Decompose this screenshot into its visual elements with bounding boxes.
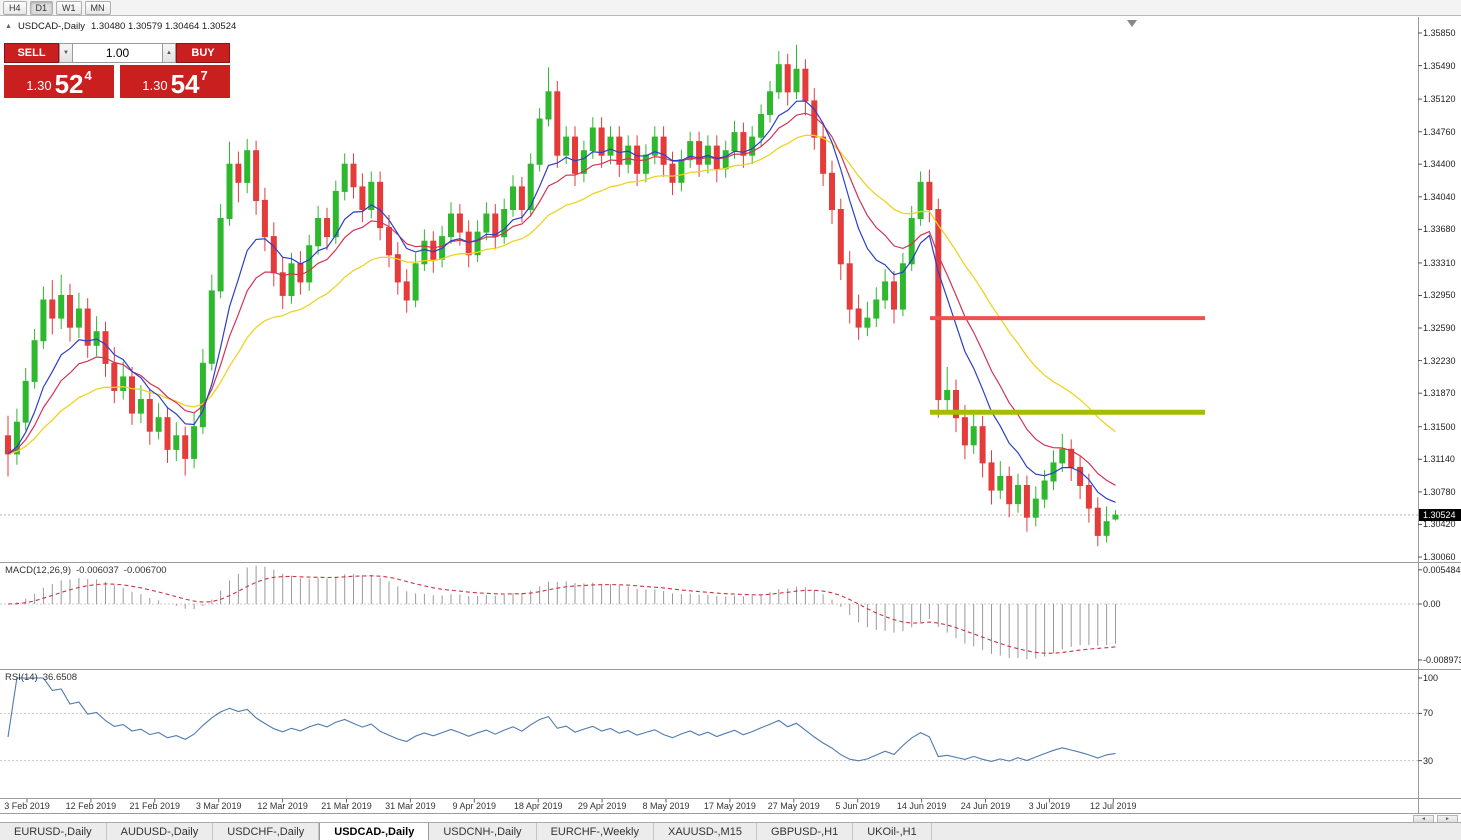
buy-price-prefix: 1.30 xyxy=(142,78,168,93)
price-axis-label: 1.35850 xyxy=(1423,28,1456,38)
date-label: 24 Jun 2019 xyxy=(960,801,1011,811)
price-axis-label: 1.30780 xyxy=(1423,486,1456,497)
macd-axis-label: -0.008973 xyxy=(1423,655,1461,665)
rsi-indicator-label: RSI(14) 36.6508 xyxy=(5,672,77,683)
date-label: 21 Mar 2019 xyxy=(321,801,372,811)
candles-series xyxy=(5,44,1119,547)
chart-tab-eurusd[interactable]: EURUSD-,Daily xyxy=(0,823,107,840)
volume-increase-button[interactable]: ▲ xyxy=(162,43,176,63)
date-label: 29 Apr 2019 xyxy=(577,801,627,811)
price-axis-label: 1.30060 xyxy=(1423,552,1456,563)
ma-slow-yellow-line xyxy=(7,134,1116,455)
date-label: 21 Feb 2019 xyxy=(129,801,181,811)
chart-tabs-bar: EURUSD-,Daily AUDUSD-,Daily USDCHF-,Daily U… xyxy=(0,822,1461,840)
sell-price-display[interactable]: 1.30 52 4 xyxy=(4,65,114,98)
date-label: 27 May 2019 xyxy=(767,801,820,811)
timeframe-button-h4[interactable]: H4 xyxy=(3,0,27,15)
date-label: 12 Jul 2019 xyxy=(1090,801,1137,811)
price-axis-label: 1.34400 xyxy=(1423,159,1456,170)
rsi-axis-label: 70 xyxy=(1423,708,1434,719)
price-axis-label: 1.33680 xyxy=(1423,224,1456,235)
macd-indicator-label: MACD(12,26,9) -0.006037 -0.006700 xyxy=(5,565,167,576)
sell-button[interactable]: SELL xyxy=(4,43,59,63)
rsi-value: 36.6508 xyxy=(42,672,78,683)
macd-axis-label: 0.00 xyxy=(1423,599,1441,609)
price-axis-label: 1.31870 xyxy=(1423,388,1456,399)
macd-signal-value: -0.006700 xyxy=(123,565,167,576)
chart-tab-usdchf[interactable]: USDCHF-,Daily xyxy=(213,823,320,840)
price-axis-label: 1.32230 xyxy=(1423,355,1456,366)
chart-tab-audusd[interactable]: AUDUSD-,Daily xyxy=(107,823,214,840)
price-pane xyxy=(0,44,1418,547)
date-label: 12 Mar 2019 xyxy=(257,801,308,811)
price-axis-label: 1.32950 xyxy=(1423,290,1456,301)
sell-price-big: 52 xyxy=(54,69,84,99)
macd-value: -0.006037 xyxy=(76,565,119,576)
price-axis-label: 1.31140 xyxy=(1423,454,1455,465)
rsi-line xyxy=(7,677,1116,762)
chart-tab-usdcnh[interactable]: USDCNH-,Daily xyxy=(429,823,537,840)
current-price-badge: 1.30524 xyxy=(1419,509,1461,522)
buy-price-big: 54 xyxy=(170,69,200,99)
chart-symbol-label: USDCAD-,Daily xyxy=(17,21,85,32)
sell-price-prefix: 1.30 xyxy=(26,78,52,93)
chart-tab-gbpusd[interactable]: GBPUSD-,H1 xyxy=(757,823,854,840)
price-axis-label: 1.33310 xyxy=(1423,257,1456,268)
ma-fast-blue-line xyxy=(7,100,1116,503)
price-axis-label: 1.35490 xyxy=(1423,60,1456,71)
date-label: 18 Apr 2019 xyxy=(513,801,563,811)
rsi-axis-label: 30 xyxy=(1423,755,1434,766)
date-label: 14 Jun 2019 xyxy=(896,801,947,811)
price-axis-label: 1.32590 xyxy=(1423,323,1456,334)
date-label: 31 Mar 2019 xyxy=(385,801,436,811)
time-axis[interactable]: 3 Feb 2019 12 Feb 2019 21 Feb 2019 3 Mar 20… xyxy=(0,799,1418,814)
timeframe-button-group: H4 D1 W1 MN xyxy=(3,0,114,15)
timeframe-button-w1[interactable]: W1 xyxy=(56,0,82,15)
ma-mid-red-line xyxy=(7,112,1116,486)
price-axis-label: 1.31500 xyxy=(1423,421,1456,432)
chart-tab-usdcad[interactable]: USDCAD-,Daily xyxy=(319,823,430,840)
timeframe-button-d1[interactable]: D1 xyxy=(29,0,54,15)
chart-tab-eurchf[interactable]: EURCHF-,Weekly xyxy=(537,823,654,840)
date-label: 3 Feb 2019 xyxy=(4,801,50,811)
price-axis-label: 1.30420 xyxy=(1423,519,1456,530)
volume-decrease-button[interactable]: ▼ xyxy=(59,43,73,63)
price-axis-label: 1.34040 xyxy=(1423,191,1456,202)
macd-name: MACD(12,26,9) xyxy=(5,565,71,576)
volume-input[interactable] xyxy=(73,44,162,62)
chart-tab-xauusd[interactable]: XAUUSD-,M15 xyxy=(654,823,757,840)
date-label: 5 Jun 2019 xyxy=(835,801,880,811)
timeframe-button-mn[interactable]: MN xyxy=(84,0,111,15)
chart-tab-ukoil[interactable]: UKOil-,H1 xyxy=(853,823,932,840)
date-label: 12 Feb 2019 xyxy=(65,801,117,811)
chart-ohlc-values: 1.30480 1.30579 1.30464 1.30524 xyxy=(90,21,237,32)
chart-shift-marker-icon xyxy=(1127,20,1137,27)
buy-button[interactable]: BUY xyxy=(176,43,230,63)
price-axis-label: 1.34760 xyxy=(1423,126,1456,137)
macd-axis-label: 0.005484 xyxy=(1423,564,1461,575)
price-axis-label: 1.35120 xyxy=(1423,94,1456,105)
sell-price-sup: 4 xyxy=(84,68,92,83)
date-label: 17 May 2019 xyxy=(703,801,756,811)
macd-signal-line xyxy=(7,575,1116,654)
rsi-name: RSI(14) xyxy=(5,672,38,683)
trade-panel-collapse-icon[interactable]: ▲ xyxy=(5,23,12,30)
rsi-pane xyxy=(0,677,1418,762)
rsi-axis-label: 100 xyxy=(1423,673,1439,683)
date-label: 3 Jul 2019 xyxy=(1028,801,1071,811)
buy-price-sup: 7 xyxy=(200,68,208,83)
buy-price-display[interactable]: 1.30 54 7 xyxy=(120,65,230,98)
macd-pane xyxy=(0,565,1418,660)
date-label: 9 Apr 2019 xyxy=(452,801,497,811)
one-click-trade-panel: SELL ▼ ▲ BUY 1.30 52 4 1.30 54 7 xyxy=(4,43,230,98)
timeframe-toolbar: H4 D1 W1 MN xyxy=(0,0,1461,16)
date-label: 8 May 2019 xyxy=(642,801,690,811)
price-axis[interactable]: 1.30524 1.35850 1.35490 1.35120 1.34760 1.34… xyxy=(1419,17,1461,814)
date-label: 3 Mar 2019 xyxy=(195,801,242,811)
volume-field-wrap xyxy=(73,43,162,63)
chart-header: ▲ USDCAD-,Daily 1.30480 1.30579 1.30464 … xyxy=(5,21,236,32)
